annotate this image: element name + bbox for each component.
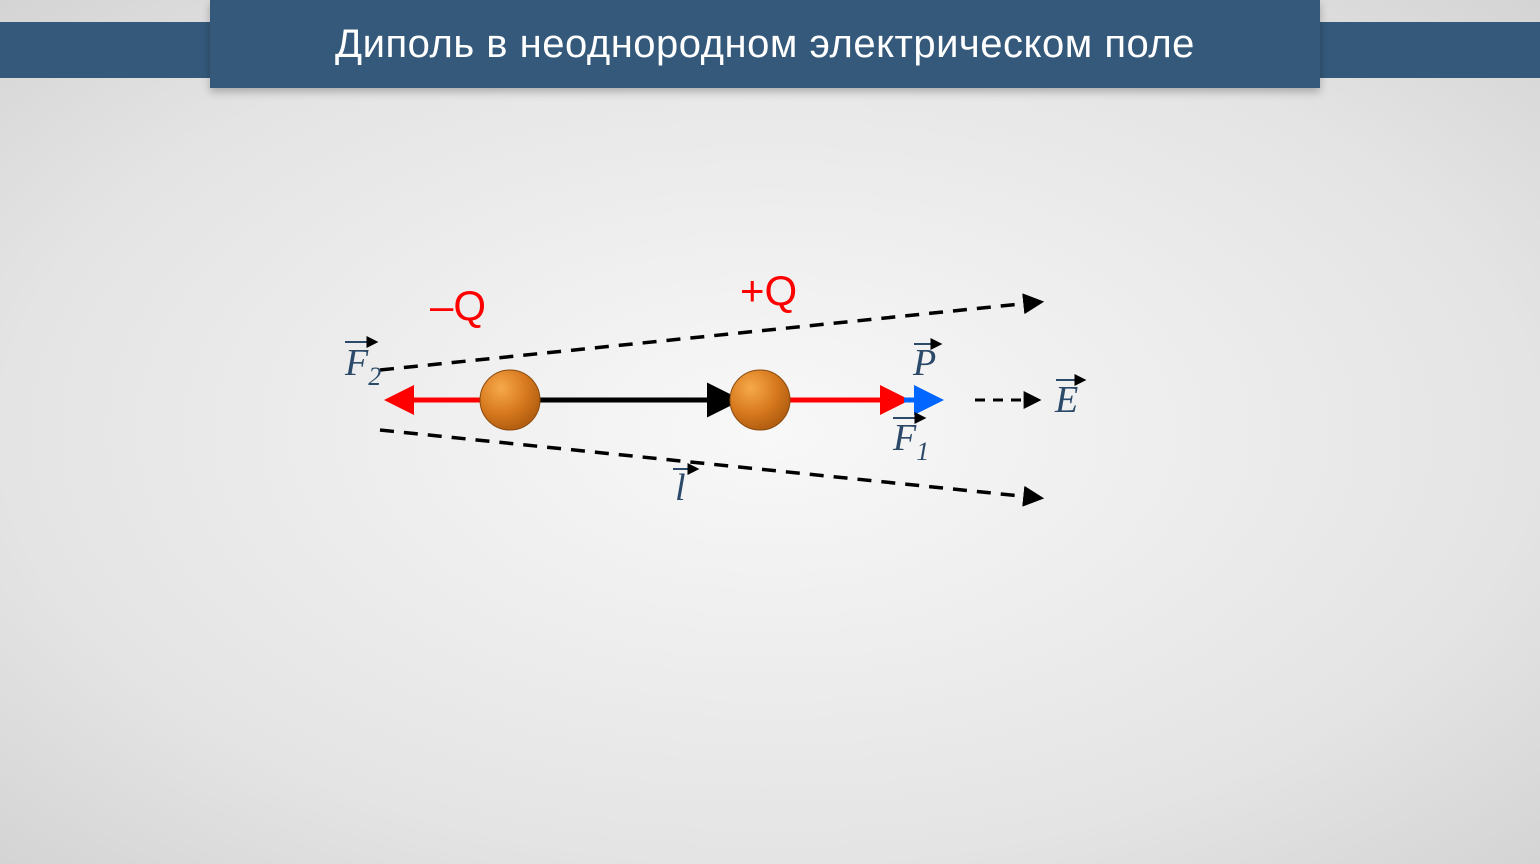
svg-text:E: E bbox=[1054, 379, 1078, 421]
label-F1: F1 bbox=[892, 417, 929, 466]
charge-negative bbox=[480, 370, 540, 430]
label-neg-q: –Q bbox=[430, 282, 486, 329]
label-l: l bbox=[673, 467, 697, 509]
charge-positive bbox=[730, 370, 790, 430]
dipole-diagram: –Q +Q F2 F1 P E l bbox=[320, 240, 1220, 540]
label-F2: F2 bbox=[344, 342, 381, 391]
slide-title: Диполь в неоднородном электрическом поле bbox=[335, 22, 1195, 67]
label-pos-q: +Q bbox=[740, 267, 797, 314]
svg-text:l: l bbox=[675, 467, 686, 509]
label-E: E bbox=[1054, 379, 1084, 421]
svg-text:F1: F1 bbox=[892, 417, 929, 466]
svg-text:F2: F2 bbox=[344, 342, 381, 391]
label-P: P bbox=[912, 342, 940, 384]
title-box: Диполь в неоднородном электрическом поле bbox=[210, 0, 1320, 88]
field-line-lower bbox=[380, 430, 1040, 498]
svg-text:P: P bbox=[912, 342, 936, 384]
